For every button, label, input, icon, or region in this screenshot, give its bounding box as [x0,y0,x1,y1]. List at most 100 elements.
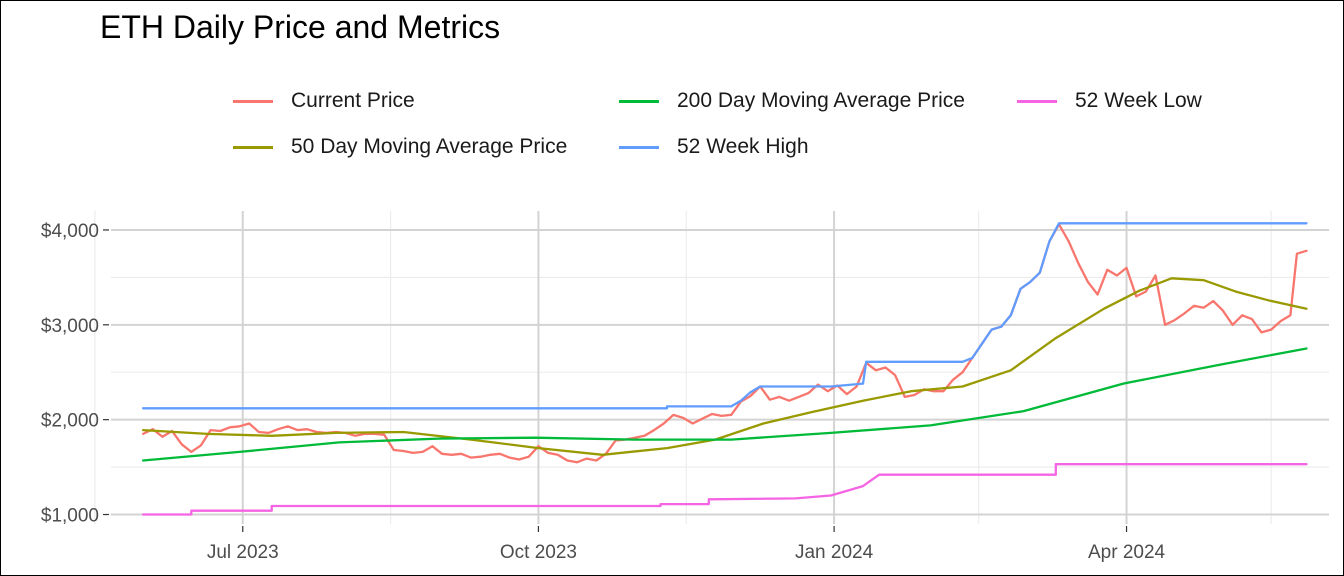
point-current-price-31 [441,453,443,455]
legend-label-52-week-high: 52 Week High [677,135,809,158]
legend-label-200-day-ma: 200 Day Moving Average Price [677,89,965,112]
x-tick-label-jul-2023: Jul 2023 [207,542,279,563]
point-200-day-moving-average-price-12 [1305,347,1308,350]
point-52-week-low-1 [190,513,192,516]
point-current-price-83 [942,390,945,392]
point-52-week-low-6 [659,503,662,505]
point-current-price-84 [952,379,954,381]
point-current-price-109 [1193,305,1195,307]
point-current-price-117 [1270,329,1272,331]
series-52-week-low [141,463,1308,516]
point-current-price-55 [672,414,675,416]
point-current-price-42 [547,452,549,454]
point-current-price-78 [894,374,896,376]
point-50-day-moving-average-price-15 [1010,369,1012,371]
point-current-price-108 [1183,312,1185,314]
point-52-week-high-1 [666,407,668,409]
y-tick-label-2000: $2,000 [41,411,99,432]
point-current-price-8 [219,430,221,432]
point-current-price-41 [537,445,540,447]
series-line-52-week-low [141,463,1308,516]
point-current-price-46 [586,458,588,460]
y-axis: $1,000 $2,000 $3,000 $4,000 [41,221,109,527]
point-52-week-high-15 [1000,326,1002,328]
point-52-week-high-13 [981,343,983,345]
point-current-price-7 [210,429,212,431]
point-current-price-115 [1251,318,1253,320]
point-current-price-73 [846,393,848,395]
point-current-price-67 [788,400,790,402]
point-current-price-102 [1125,267,1128,269]
point-current-price-28 [412,452,414,454]
point-current-price-25 [383,434,385,436]
point-current-price-14 [277,428,279,430]
point-current-price-44 [566,459,568,462]
point-current-price-33 [460,453,462,455]
point-50-day-moving-average-price-7 [602,454,604,456]
point-52-week-high-0 [142,407,144,409]
point-50-day-moving-average-price-13 [910,390,912,392]
point-current-price-9 [229,426,231,428]
point-52-week-low-4 [271,505,273,507]
point-current-price-106 [1164,324,1166,326]
point-52-week-high-8 [862,383,864,385]
point-current-price-98 [1087,281,1089,283]
point-50-day-moving-average-price-12 [862,400,864,402]
point-current-price-120 [1296,253,1298,255]
point-50-day-moving-average-price-0 [142,429,144,431]
point-current-price-61 [730,414,732,416]
point-50-day-moving-average-price-22 [1267,299,1269,301]
point-200-day-moving-average-price-3 [438,438,440,440]
point-current-price-51 [634,437,636,439]
point-52-week-low-14 [1055,463,1057,465]
point-current-price-99 [1097,293,1099,296]
point-50-day-moving-average-price-6 [537,447,540,449]
point-current-price-70 [817,384,819,386]
point-52-week-low-15 [1305,463,1308,465]
point-50-day-moving-average-price-21 [1235,291,1237,293]
grid-major [111,211,1329,524]
point-current-price-54 [663,422,665,425]
point-current-price-36 [489,454,491,456]
legend-key-current-price [233,99,273,103]
point-current-price-69 [807,392,810,394]
point-current-price-35 [480,456,482,458]
legend-key-50-day-ma [233,145,273,149]
point-200-day-moving-average-price-0 [142,459,144,462]
point-50-day-moving-average-price-1 [206,433,208,435]
point-current-price-112 [1222,310,1224,312]
point-current-price-66 [778,396,781,398]
point-current-price-6 [200,444,202,446]
point-current-price-29 [422,451,424,453]
point-current-price-71 [827,390,829,392]
point-200-day-moving-average-price-11 [1219,364,1221,366]
point-current-price-103 [1135,295,1137,297]
point-52-week-low-9 [794,497,797,499]
point-current-price-63 [749,395,752,397]
point-current-price-110 [1203,307,1205,309]
point-50-day-moving-average-price-3 [335,432,337,434]
point-200-day-moving-average-price-10 [1122,383,1124,385]
y-tick-label-3000: $3,000 [41,316,99,337]
point-52-week-high-19 [1039,272,1041,274]
point-current-price-26 [393,449,395,451]
series-line-current-price [141,223,1308,464]
point-current-price-96 [1068,240,1070,242]
point-52-week-high-10 [929,361,932,363]
point-50-day-moving-average-price-4 [402,431,404,433]
point-52-week-high-3 [730,405,732,407]
point-52-week-low-8 [708,498,710,500]
point-current-price-74 [856,385,858,388]
point-current-price-107 [1174,319,1176,321]
point-52-week-low-5 [659,505,662,507]
legend-item-52-week-high: 52 Week High [619,132,809,162]
point-52-week-high-17 [1019,288,1022,290]
point-200-day-moving-average-price-9 [1023,410,1025,412]
point-current-price-68 [798,396,800,398]
point-200-day-moving-average-price-2 [338,441,340,443]
legend-key-200-day-ma [619,99,659,103]
point-current-price-79 [904,396,906,398]
point-50-day-moving-average-price-16 [1055,337,1057,339]
